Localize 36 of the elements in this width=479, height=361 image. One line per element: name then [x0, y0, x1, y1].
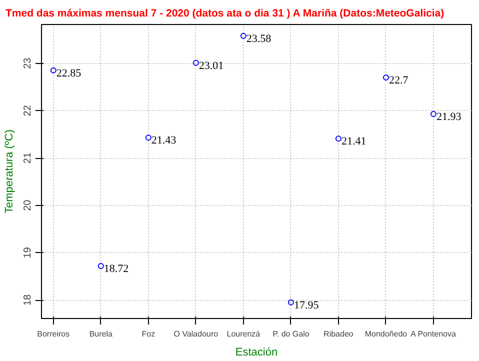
point — [288, 299, 294, 306]
x-tick-label: P. do Galo — [272, 330, 310, 338]
point — [50, 67, 56, 74]
data-label: 23.01 — [198, 60, 224, 72]
y-tick-label: 23 — [22, 57, 34, 69]
x-tick-label: Burela — [89, 330, 114, 338]
data-label: 21.43 — [151, 134, 177, 147]
data-label: 23.58 — [246, 32, 272, 45]
chart-title: Tmed das máximas mensual 7 - 2020 (datos ata o dia 31 ) A Mariña (Datos:MeteoGalicia) — [6, 8, 444, 20]
y-tick-label: 22 — [22, 104, 34, 116]
data-label: 22.7 — [388, 74, 409, 87]
point — [98, 262, 104, 269]
point — [240, 32, 246, 39]
x-tick-label: Mondoñedo — [364, 330, 408, 338]
x-axis-title: Estación — [235, 346, 278, 358]
point — [145, 134, 152, 141]
x-tick-label: Lourenzá — [226, 330, 261, 338]
x-tick-label: A Pontenova — [410, 330, 457, 338]
data-label: 18.72 — [104, 262, 129, 275]
x-tick-label: Ribadeo — [324, 330, 354, 338]
x-tick-label: Borreiros — [37, 330, 70, 338]
y-tick-label: 19 — [22, 246, 34, 258]
y-tick-label: 20 — [22, 199, 34, 211]
x-tick-label: O Valadouro — [174, 330, 219, 338]
x-tick-label: Foz — [142, 330, 156, 338]
data-label: 17.95 — [294, 299, 320, 312]
point — [335, 136, 342, 142]
y-tick-label: 18 — [22, 294, 34, 306]
point — [192, 60, 199, 66]
data-label: 21.41 — [341, 136, 366, 148]
y-tick-label: 21 — [22, 152, 34, 164]
data-label: 21.93 — [436, 110, 462, 123]
point — [382, 74, 389, 81]
y-axis-title: Temperatura (ºC) — [4, 129, 16, 214]
point — [430, 110, 436, 117]
data-label: 22.85 — [56, 67, 82, 80]
